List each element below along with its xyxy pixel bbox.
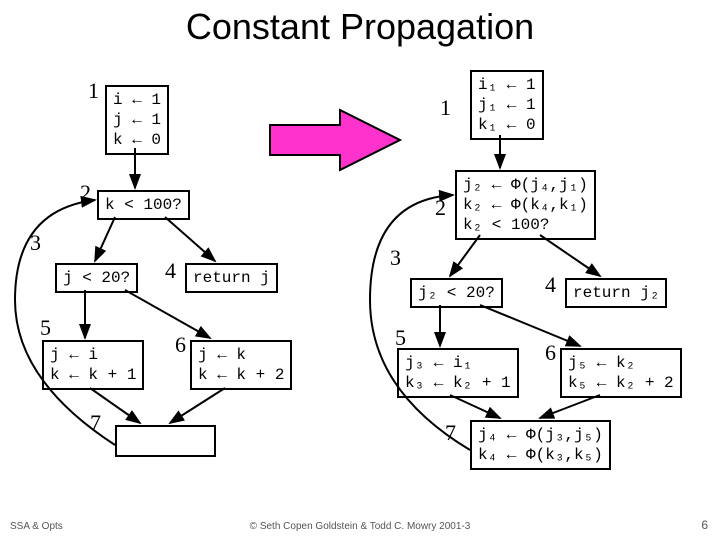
- right-label-4: 4: [545, 272, 556, 298]
- right-box-1: i₁ ← 1 j₁ ← 1 k₁ ← 0: [470, 70, 544, 140]
- right-label-2: 2: [435, 195, 446, 221]
- left-label-6: 6: [175, 332, 186, 358]
- left-box-1: i ← 1 j ← 1 k ← 0: [105, 85, 169, 155]
- right-label-7: 7: [445, 420, 456, 446]
- right-box-3: j₂ < 20?: [410, 278, 503, 308]
- left-box-5: j ← i k ← k + 1: [42, 340, 144, 390]
- left-box-7: [115, 425, 216, 457]
- left-box-3: j < 20?: [55, 263, 138, 293]
- left-label-2: 2: [80, 180, 91, 206]
- right-box-5: j₃ ← i₁ k₃ ← k₂ + 1: [397, 348, 519, 398]
- left-label-4: 4: [165, 258, 176, 284]
- left-label-5: 5: [40, 315, 51, 341]
- right-label-1: 1: [440, 95, 451, 121]
- right-label-6: 6: [545, 340, 556, 366]
- left-box-2: k < 100?: [97, 190, 190, 220]
- left-label-7: 7: [90, 410, 101, 436]
- right-label-3: 3: [390, 245, 401, 271]
- footer-right: 6: [701, 518, 708, 532]
- right-box-4: return j₂: [565, 278, 667, 308]
- right-box-7: j₄ ← Φ(j₃,j₅) k₄ ← Φ(k₃,k₅): [470, 420, 611, 470]
- right-box-6: j₅ ← k₂ k₅ ← k₂ + 2: [560, 348, 682, 398]
- left-label-3: 3: [30, 230, 41, 256]
- right-box-2: j₂ ← Φ(j₄,j₁) k₂ ← Φ(k₄,k₁) k₂ < 100?: [455, 170, 596, 240]
- left-label-1: 1: [88, 78, 99, 104]
- left-box-6: j ← k k ← k + 2: [190, 340, 292, 390]
- footer-center: © Seth Copen Goldstein & Todd C. Mowry 2…: [0, 521, 720, 532]
- left-box-4: return j: [185, 263, 278, 293]
- slide-title: Constant Propagation: [0, 6, 720, 48]
